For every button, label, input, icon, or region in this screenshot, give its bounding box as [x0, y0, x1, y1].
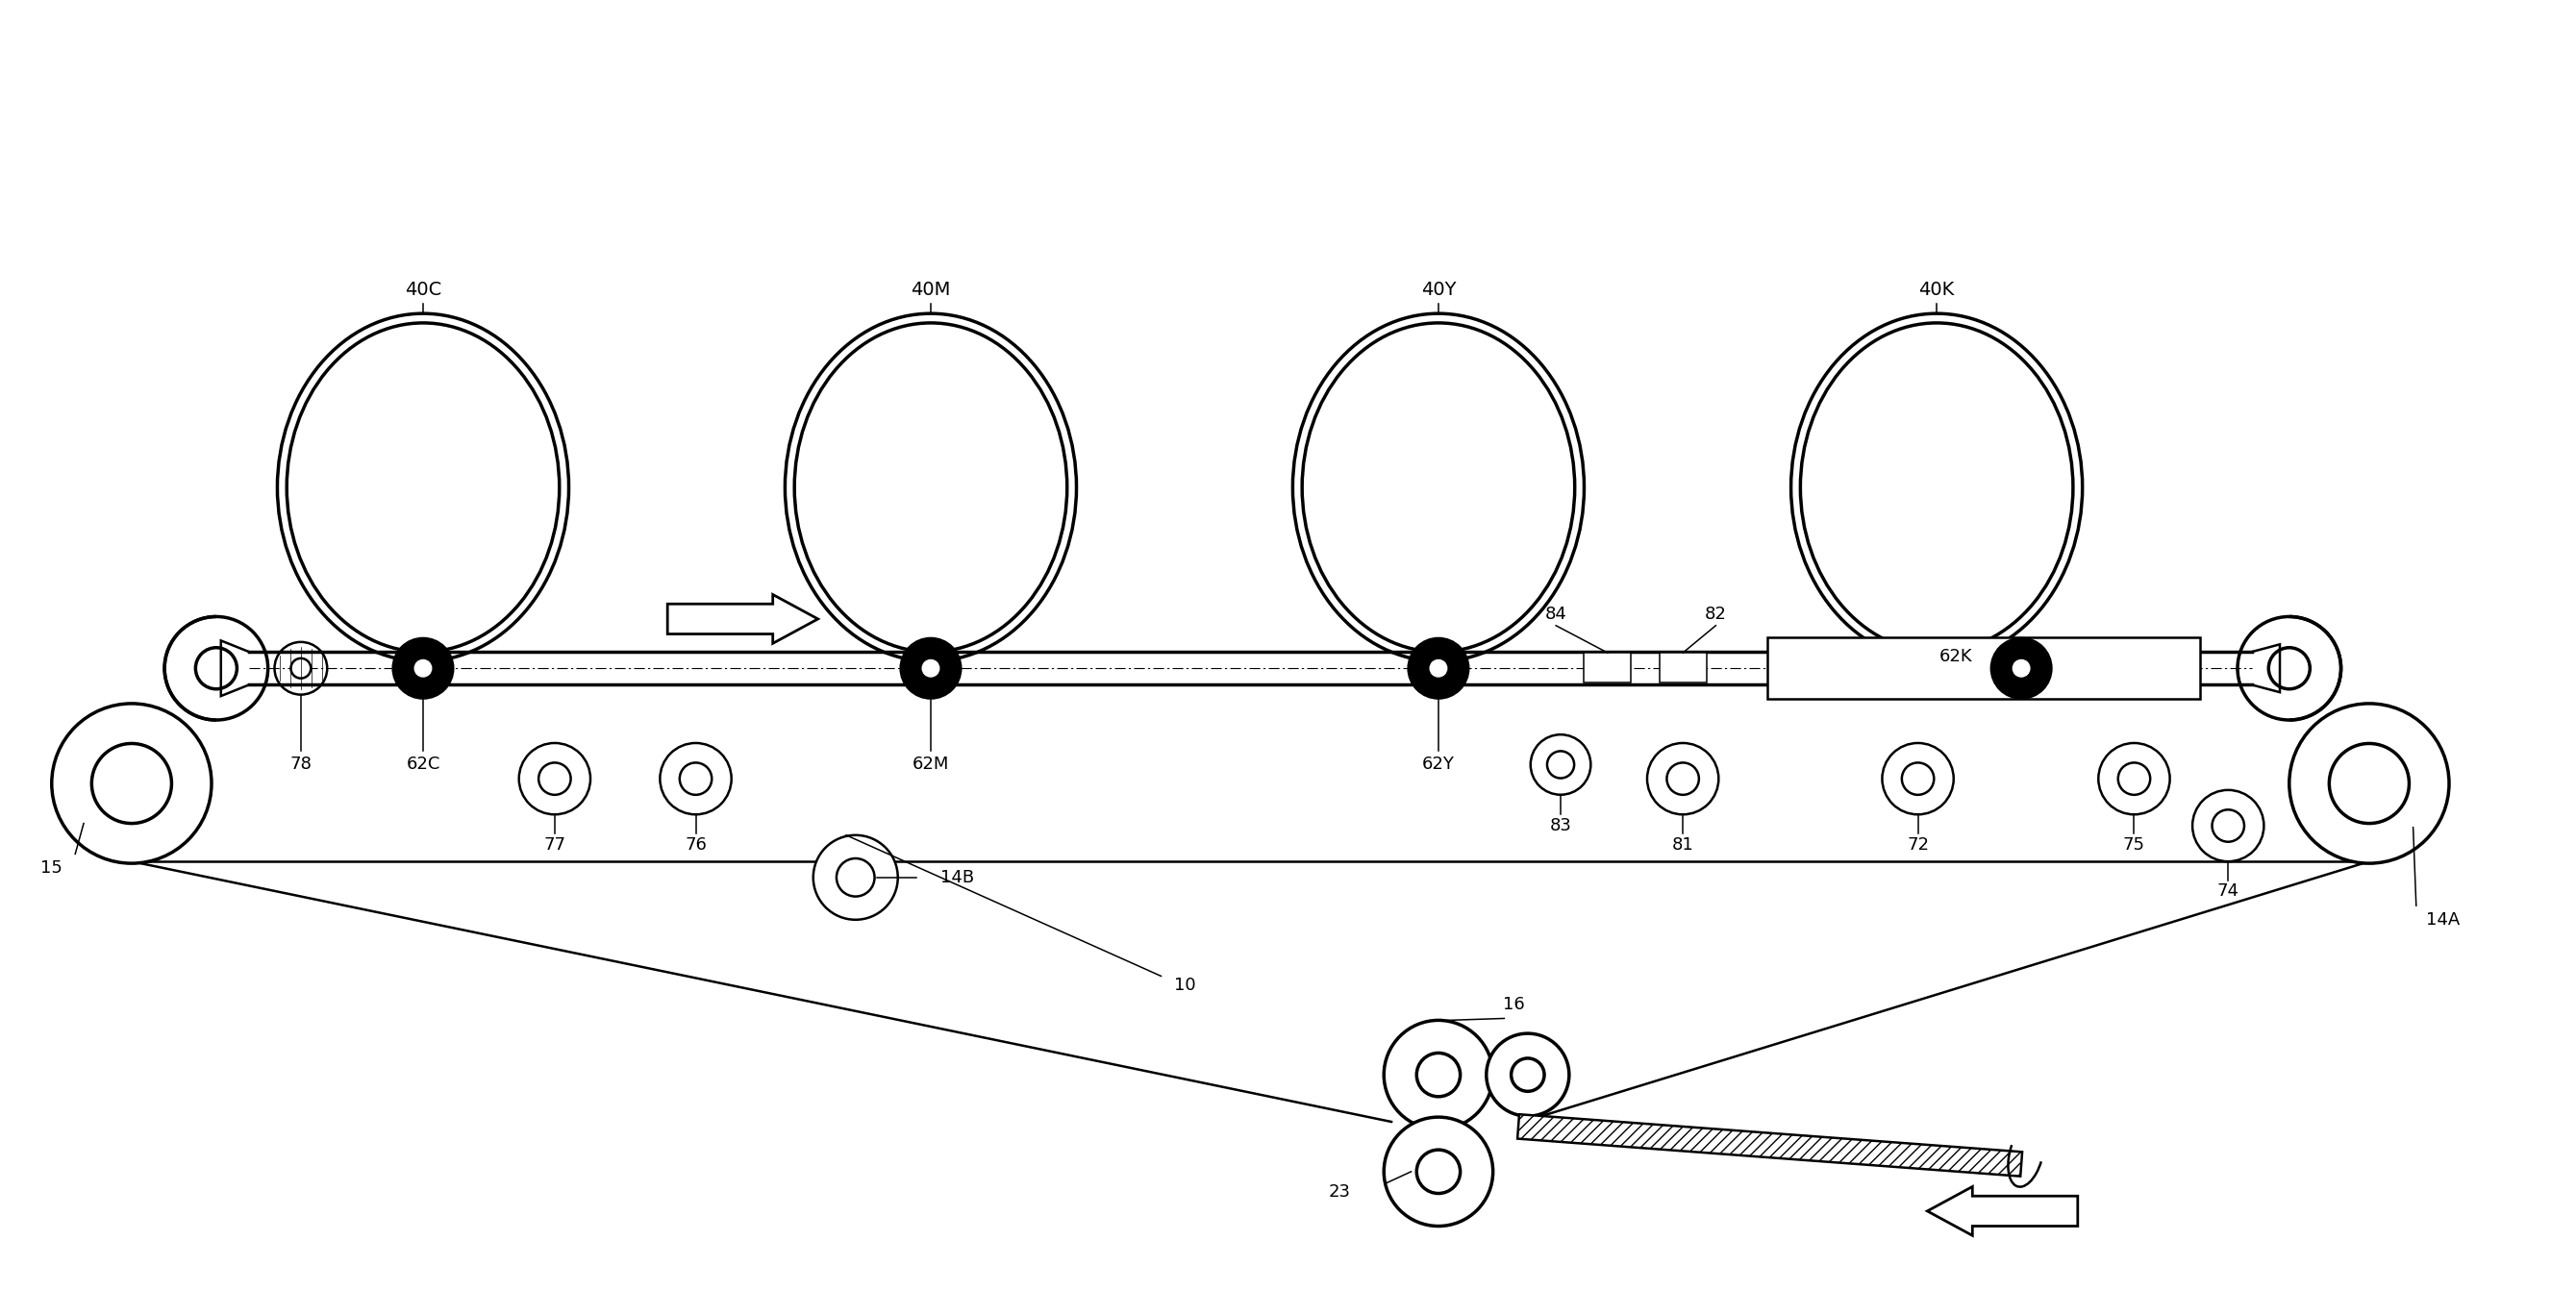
Circle shape: [1486, 1034, 1569, 1116]
Circle shape: [1994, 640, 2050, 697]
Ellipse shape: [1301, 323, 1574, 652]
Circle shape: [196, 647, 237, 689]
Circle shape: [415, 660, 433, 677]
Circle shape: [2012, 660, 2030, 677]
Text: 40Y: 40Y: [1422, 281, 1455, 299]
Ellipse shape: [793, 323, 1066, 652]
Circle shape: [1383, 1116, 1494, 1226]
Bar: [1584, 652, 1631, 682]
Circle shape: [2117, 763, 2151, 794]
Text: 76: 76: [685, 836, 706, 853]
Circle shape: [165, 617, 268, 721]
Circle shape: [2290, 704, 2450, 864]
Circle shape: [518, 743, 590, 814]
Circle shape: [538, 763, 572, 794]
Text: 40M: 40M: [912, 281, 951, 299]
Circle shape: [2099, 743, 2169, 814]
Circle shape: [1901, 763, 1935, 794]
Text: 74: 74: [2218, 882, 2239, 901]
Circle shape: [814, 835, 899, 919]
Ellipse shape: [286, 323, 559, 652]
Text: 77: 77: [544, 836, 567, 853]
Circle shape: [1430, 660, 1448, 677]
Text: 82: 82: [1705, 606, 1726, 623]
Circle shape: [1409, 638, 1468, 698]
Circle shape: [680, 763, 711, 794]
Bar: [1659, 652, 1705, 682]
Text: 14A: 14A: [2427, 911, 2460, 928]
Circle shape: [2239, 617, 2342, 721]
Text: 14B: 14B: [940, 869, 974, 886]
Text: 81: 81: [1672, 836, 1695, 853]
Circle shape: [2192, 790, 2264, 861]
Circle shape: [52, 704, 211, 864]
Circle shape: [2329, 743, 2409, 823]
Circle shape: [1417, 1149, 1461, 1194]
Ellipse shape: [278, 313, 569, 661]
Circle shape: [1991, 638, 2050, 698]
Circle shape: [1646, 743, 1718, 814]
Text: 15: 15: [41, 860, 62, 877]
Circle shape: [2014, 660, 2030, 676]
Polygon shape: [1517, 1114, 2022, 1176]
Circle shape: [394, 638, 453, 698]
Circle shape: [1548, 751, 1574, 778]
Text: 40K: 40K: [1919, 281, 1955, 299]
Circle shape: [1383, 1020, 1494, 1130]
Circle shape: [1530, 735, 1592, 794]
Bar: [1767, 638, 2200, 698]
Text: 72: 72: [1906, 836, 1929, 853]
Circle shape: [1512, 1059, 1543, 1091]
Text: 62C: 62C: [407, 756, 440, 773]
Circle shape: [93, 743, 173, 823]
Circle shape: [1417, 1053, 1461, 1097]
FancyArrow shape: [1927, 1186, 2079, 1236]
Text: 62M: 62M: [912, 756, 948, 773]
Text: 84: 84: [1546, 606, 1566, 623]
Text: 23: 23: [1329, 1184, 1350, 1201]
Text: 62Y: 62Y: [1422, 756, 1455, 773]
Text: 10: 10: [1175, 977, 1195, 994]
Text: 62K: 62K: [1940, 648, 1973, 665]
Text: 83: 83: [1551, 817, 1571, 835]
Text: 78: 78: [291, 756, 312, 773]
FancyArrow shape: [667, 594, 819, 643]
Text: 40C: 40C: [404, 281, 440, 299]
Circle shape: [902, 638, 961, 698]
Circle shape: [2269, 647, 2311, 689]
Circle shape: [2213, 810, 2244, 842]
Circle shape: [291, 659, 312, 679]
Circle shape: [922, 660, 940, 677]
Circle shape: [276, 642, 327, 694]
Ellipse shape: [786, 313, 1077, 661]
Text: 75: 75: [2123, 836, 2146, 853]
Circle shape: [659, 743, 732, 814]
Ellipse shape: [1790, 313, 2081, 661]
Ellipse shape: [1801, 323, 2074, 652]
Text: 16: 16: [1502, 995, 1525, 1013]
Circle shape: [1883, 743, 1953, 814]
Circle shape: [1667, 763, 1700, 794]
Ellipse shape: [1293, 313, 1584, 661]
Circle shape: [837, 859, 876, 897]
